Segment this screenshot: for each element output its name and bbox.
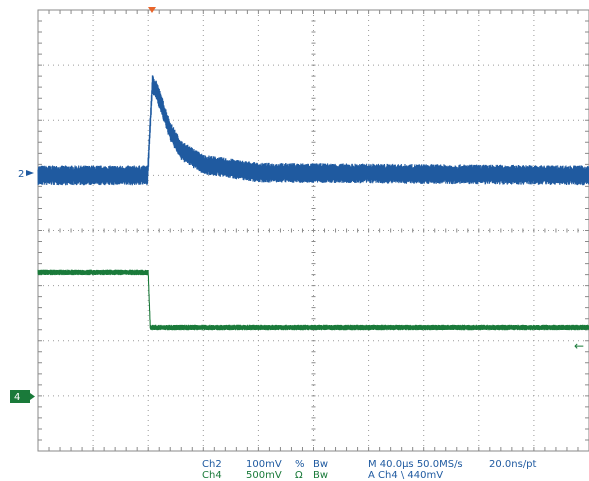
- trace-ch4: [37, 269, 589, 331]
- ch2-coupling-icon: %: [295, 459, 305, 470]
- horizontal-settings: M 40.0µs 50.0MS/s: [368, 459, 463, 470]
- grid-ticks: [37, 9, 589, 452]
- ch2-ground-marker: 2: [18, 169, 34, 180]
- ch4-scale: 500mV: [246, 470, 282, 481]
- ch4-ground-marker: 4: [10, 390, 35, 403]
- ch2-scale: 100mV: [246, 459, 282, 470]
- channel-markers: 2 4 ←: [10, 7, 584, 403]
- ch4-marker-arrow: [30, 393, 35, 400]
- trigger-position-marker: [148, 7, 156, 13]
- trigger-settings: A Ch4 \ 440mV: [368, 470, 444, 481]
- ch2-bandwidth: Bw: [313, 459, 329, 470]
- trace-ch2: [37, 75, 589, 186]
- ch4-coupling-icon: Ω: [295, 470, 303, 481]
- ch2-marker-label: 2: [18, 169, 24, 180]
- ch4-trigger-level-marker: ←: [574, 339, 584, 353]
- ch4-bandwidth: Bw: [313, 470, 329, 481]
- ch4-marker-box: [10, 390, 30, 403]
- graticule: [37, 9, 589, 452]
- waveform-traces: [37, 75, 589, 331]
- ch2-marker-arrow: [26, 170, 34, 176]
- ch2-name: Ch2: [202, 459, 222, 470]
- ch4-marker-label: 4: [14, 392, 20, 403]
- ch4-name: Ch4: [202, 470, 222, 481]
- record-resolution: 20.0ns/pt: [489, 459, 537, 470]
